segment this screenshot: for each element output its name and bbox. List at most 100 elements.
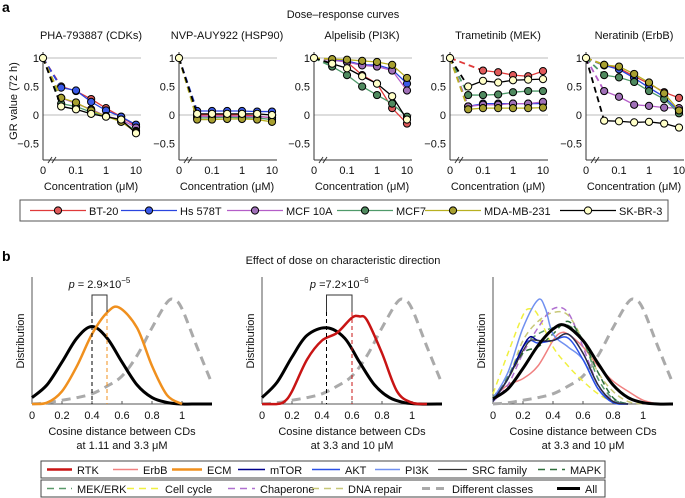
x-axis-label: Cosine distance between CDs bbox=[48, 426, 196, 438]
density-curve-cell-cycle bbox=[492, 307, 629, 405]
legend-label: ECM bbox=[207, 465, 231, 477]
data-point bbox=[660, 119, 669, 128]
legend-marker bbox=[583, 206, 593, 215]
data-point bbox=[478, 76, 488, 85]
data-point bbox=[644, 86, 654, 96]
x-axis-label: Concentration (μM) bbox=[180, 181, 274, 193]
y-tick-label: 0 bbox=[169, 110, 175, 122]
x-tick-label: 1 bbox=[646, 165, 652, 177]
data-point bbox=[445, 53, 455, 63]
y-axis-label: Distribution bbox=[476, 313, 488, 368]
x-tick-label: 1 bbox=[103, 165, 109, 177]
legend-label: PI3K bbox=[405, 465, 430, 477]
p-value-exponent: −5 bbox=[121, 276, 131, 285]
y-tick-label: 0 bbox=[33, 110, 39, 122]
x-tick-label: 0.1 bbox=[204, 165, 219, 177]
panel-a-legend: BT-20 Hs 578T MCF 10A MCF7 MDA-MB-231 SK-BR-3 bbox=[19, 199, 669, 222]
y-tick-label: 0.5 bbox=[431, 82, 446, 94]
x-tick-label: 10 bbox=[537, 165, 549, 177]
x-tick-label: 1 bbox=[374, 165, 380, 177]
y-tick-label: 1 bbox=[33, 53, 39, 65]
series-dashed-segment bbox=[585, 57, 605, 76]
legend-label: SK-BR-3 bbox=[619, 206, 662, 218]
data-point bbox=[223, 109, 232, 118]
data-point bbox=[478, 66, 488, 75]
legend-label: RTK bbox=[77, 465, 99, 477]
series-dashed-segment bbox=[585, 57, 605, 92]
data-point bbox=[342, 55, 352, 64]
legend-marker bbox=[448, 206, 458, 215]
dose-response-subplot: NVP-AUY922 (HSP90) 1 0.5 0 −0.5 0 0.1 1 10 Concen… bbox=[153, 30, 283, 193]
legend-label: Hs 578T bbox=[180, 206, 222, 218]
x-axis-label: Concentration (μM) bbox=[451, 181, 545, 193]
data-point bbox=[174, 53, 184, 63]
data-point bbox=[524, 86, 533, 96]
x-tick-label: 0.2 bbox=[284, 410, 299, 422]
data-point bbox=[207, 109, 217, 118]
p-value-label: p =7.2×10−6 bbox=[309, 276, 369, 291]
data-point bbox=[38, 53, 48, 63]
series-line bbox=[603, 64, 680, 113]
x-tick-label: 0.1 bbox=[68, 165, 83, 177]
data-point bbox=[494, 104, 503, 113]
series-dashed-segment bbox=[178, 57, 199, 115]
data-point bbox=[309, 53, 319, 63]
p-value-text: =7.2×10 bbox=[316, 279, 359, 291]
x-tick-label: 10 bbox=[401, 165, 413, 177]
series-line bbox=[604, 64, 680, 111]
density-curve-different-classes bbox=[31, 297, 214, 406]
x-tick-label: 1 bbox=[179, 410, 185, 422]
data-point bbox=[358, 72, 367, 81]
data-point bbox=[614, 92, 624, 101]
data-point bbox=[538, 103, 548, 112]
panel-a-label: a bbox=[2, 0, 10, 15]
series-dashed-segment bbox=[42, 57, 62, 107]
legend-marker bbox=[250, 206, 260, 215]
x-tick-label: 0 bbox=[259, 410, 265, 422]
data-point bbox=[402, 73, 412, 83]
distribution-subplot: Distribution 0 0.2 0.4 0.6 0.8 1 Cosine distanc… bbox=[15, 276, 214, 452]
x-tick-label: 10 bbox=[266, 165, 278, 177]
subplot-title: NVP-AUY922 (HSP90) bbox=[171, 30, 284, 42]
data-point bbox=[267, 117, 277, 126]
data-point bbox=[508, 88, 518, 97]
x-tick-label: 0.2 bbox=[54, 410, 69, 422]
series-dashed-segment bbox=[449, 57, 470, 110]
dose-response-subplot: PHA-793887 (CDKs)10.50−0.50 0.1 1 10Concent… bbox=[17, 30, 142, 193]
data-point bbox=[600, 116, 609, 125]
x-tick-label: 0.6 bbox=[575, 410, 590, 422]
x-tick-label: 0.4 bbox=[545, 410, 560, 422]
y-tick-label: 0 bbox=[440, 110, 446, 122]
panel-a-ylabel: GR value (72 h) bbox=[8, 62, 20, 140]
panel-a-plots: PHA-793887 (CDKs)10.50−0.50 0.1 1 10Concent… bbox=[17, 30, 685, 193]
x-tick-label: 1 bbox=[239, 165, 245, 177]
data-point bbox=[538, 86, 548, 96]
x-tick-label: 0 bbox=[176, 165, 182, 177]
legend-label: BT-20 bbox=[89, 206, 118, 218]
series-dashed-segment bbox=[585, 57, 606, 121]
x-tick-label: 0 bbox=[311, 165, 317, 177]
x-tick-label: 0.6 bbox=[344, 410, 359, 422]
x-axis-label: Concentration (μM) bbox=[315, 181, 409, 193]
subplot-title: PHA-793887 (CDKs) bbox=[40, 30, 142, 42]
data-point bbox=[71, 98, 81, 107]
data-point bbox=[253, 109, 262, 118]
data-point bbox=[87, 97, 96, 106]
legend-label: Cell cycle bbox=[165, 484, 212, 496]
subplot-title: Neratinib (ErbB) bbox=[595, 30, 674, 42]
density-curve-different-classes bbox=[492, 297, 675, 406]
p-value-exponent: −6 bbox=[359, 276, 369, 285]
legend-label: MCF7 bbox=[396, 206, 426, 218]
data-point bbox=[342, 71, 352, 80]
data-point bbox=[524, 75, 533, 84]
series-dashed-segment bbox=[42, 57, 62, 99]
data-point bbox=[358, 56, 367, 65]
x-tick-label: 10 bbox=[673, 165, 685, 177]
density-curve-dna-repair bbox=[492, 310, 644, 405]
data-point bbox=[131, 129, 141, 138]
data-point bbox=[372, 90, 382, 100]
y-tick-label: 1 bbox=[169, 53, 175, 65]
y-tick-label: 1 bbox=[440, 53, 446, 65]
x-tick-label: 0.6 bbox=[114, 410, 129, 422]
axis-break-mark bbox=[590, 156, 600, 164]
